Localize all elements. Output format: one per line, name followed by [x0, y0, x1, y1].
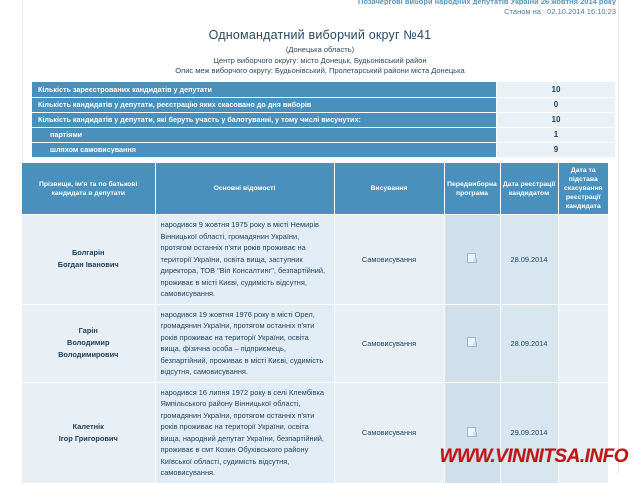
document-icon[interactable] — [466, 253, 478, 265]
column-header-info[interactable]: Основні відомості — [155, 163, 335, 215]
candidate-name-line: Володимирович — [58, 350, 119, 359]
candidate-cancellation — [558, 214, 608, 305]
candidate-name-line: Гарін — [78, 326, 98, 335]
candidate-name: Болгарін Богдан Іванович — [22, 214, 156, 305]
page-right-edge-rule — [618, 0, 619, 474]
document-icon[interactable] — [466, 426, 478, 439]
summary-row: Кількість кандидатів у депутати, які бер… — [32, 112, 615, 128]
candidate-nomination: Самовисування — [334, 304, 445, 383]
summary-row: шляхом самовисування 9 — [32, 142, 615, 158]
summary-row-label: шляхом самовисування — [32, 142, 497, 158]
candidate-name: Гарін Володимир Володимирович — [22, 304, 156, 383]
document-icon[interactable] — [466, 337, 478, 349]
candidates-table-body: Болгарін Богдан Іванович народився 9 жов… — [22, 214, 608, 484]
table-row: Калетнік Ігор Григорович народився 16 ли… — [22, 382, 608, 484]
page-title: Одномандатний виборчий округ №41 — [208, 28, 432, 42]
summary-row-value: 10 — [496, 112, 615, 128]
summary-row: Кількість кандидатів у депутати, реєстра… — [32, 97, 615, 113]
column-header-registration-date[interactable]: Дата реєстрації кандидатом — [500, 163, 559, 215]
top-strip: Позачергові вибори народних депутатів Ук… — [0, 0, 640, 22]
candidate-cancellation — [558, 304, 608, 383]
candidate-name-line: Болгарін — [71, 248, 105, 258]
summary-row-value: 1 — [496, 127, 615, 143]
candidate-name: Калетнік Ігор Григорович — [22, 382, 156, 484]
column-header-cancellation[interactable]: Дата та підстава скасування реєстрації к… — [558, 163, 608, 215]
summary-row: Кількість зареєстрованих кандидатів у де… — [32, 82, 615, 98]
candidates-table: Прізвище, ім'я та по батькові кандидата … — [22, 163, 608, 484]
site-title: Позачергові вибори народних депутатів Ук… — [357, 0, 616, 5]
status-timestamp: Станом на : 02.10.2014 16:10:23 — [504, 7, 616, 16]
candidate-name-line: Калетнік — [72, 421, 104, 431]
district-region: (Донецька область) — [285, 45, 355, 54]
district-bounds: Опис меж виборчого округу: Будьонівський… — [175, 66, 465, 75]
candidate-info: народився 16 липня 1972 року в селі Клем… — [155, 382, 335, 484]
candidate-registration-date: 28.09.2014 — [500, 304, 559, 383]
summary-table-body: Кількість зареєстрованих кандидатів у де… — [32, 82, 615, 158]
candidate-name-line: Богдан Іванович — [57, 260, 119, 270]
candidate-info: народився 9 жовтня 1975 року в місті Нем… — [155, 214, 335, 305]
candidate-program-cell[interactable] — [444, 382, 501, 484]
table-row: Гарін Володимир Володимирович народився … — [22, 304, 608, 383]
column-header-program[interactable]: Передвиборна програма — [444, 163, 501, 215]
candidate-nomination: Самовисування — [334, 382, 445, 484]
document-icon-fold — [472, 258, 477, 264]
summary-row-value: 10 — [496, 82, 615, 98]
summary-row-label: Кількість кандидатів у депутати, які бер… — [32, 112, 497, 128]
candidate-name-line: Ігор Григорович — [58, 433, 118, 443]
candidates-table-head: Прізвище, ім'я та по батькові кандидата … — [22, 163, 608, 215]
summary-row-value: 0 — [496, 97, 615, 113]
document-icon-fold — [472, 342, 477, 347]
summary-table: Кількість зареєстрованих кандидатів у де… — [32, 82, 615, 158]
candidate-registration-date: 29.09.2014 — [500, 382, 559, 484]
candidate-program-cell[interactable] — [444, 214, 501, 305]
summary-row-label: Кількість зареєстрованих кандидатів у де… — [32, 82, 497, 98]
summary-row: партіями 1 — [32, 127, 615, 143]
candidate-info: народився 19 жовтня 1976 року в місті Ор… — [155, 304, 335, 383]
summary-row-label: Кількість кандидатів у депутати, реєстра… — [32, 97, 497, 113]
table-row: Болгарін Богдан Іванович народився 9 жов… — [22, 214, 608, 305]
summary-row-label: партіями — [32, 127, 497, 143]
candidate-cancellation — [558, 382, 608, 484]
watermark: WWW.VINNITSA.INFO — [439, 446, 628, 467]
summary-row-value: 9 — [496, 142, 615, 158]
candidate-name-line: Володимир — [67, 338, 110, 347]
candidate-nomination: Самовисування — [334, 214, 445, 305]
column-header-nomination[interactable]: Висування — [334, 163, 445, 215]
district-center: Центр виборчого округу: місто Донецьк, Б… — [213, 56, 427, 65]
candidate-registration-date: 28.09.2014 — [500, 214, 559, 305]
document-icon-fold — [472, 431, 477, 437]
column-header-name[interactable]: Прізвище, ім'я та по батькові кандидата … — [22, 163, 156, 215]
candidates-header-row: Прізвище, ім'я та по батькові кандидата … — [22, 163, 608, 215]
candidate-program-cell[interactable] — [444, 304, 501, 383]
